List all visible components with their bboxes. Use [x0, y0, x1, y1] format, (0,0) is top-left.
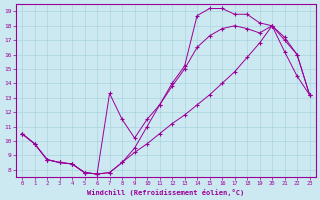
X-axis label: Windchill (Refroidissement éolien,°C): Windchill (Refroidissement éolien,°C) [87, 189, 244, 196]
